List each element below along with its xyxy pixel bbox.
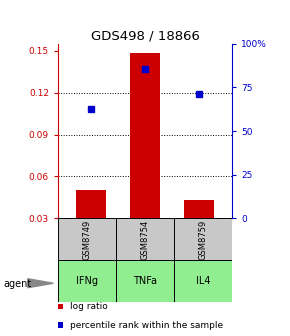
- Text: IL4: IL4: [196, 277, 210, 286]
- Text: TNFa: TNFa: [133, 277, 157, 286]
- Title: GDS498 / 18866: GDS498 / 18866: [90, 30, 200, 43]
- Bar: [130, 53, 160, 218]
- Bar: [116, 218, 174, 260]
- Bar: [58, 260, 116, 302]
- Text: GSM8749: GSM8749: [82, 219, 92, 259]
- Text: GSM8754: GSM8754: [140, 219, 150, 259]
- Bar: [184, 200, 214, 218]
- Text: IFNg: IFNg: [76, 277, 98, 286]
- Polygon shape: [28, 279, 53, 288]
- Text: log ratio: log ratio: [70, 302, 107, 311]
- Text: percentile rank within the sample: percentile rank within the sample: [70, 321, 223, 330]
- Bar: [116, 260, 174, 302]
- Bar: [174, 260, 232, 302]
- Bar: [76, 191, 106, 218]
- Bar: [174, 218, 232, 260]
- Text: GSM8759: GSM8759: [198, 219, 208, 259]
- Text: agent: agent: [3, 279, 31, 289]
- Bar: [58, 218, 116, 260]
